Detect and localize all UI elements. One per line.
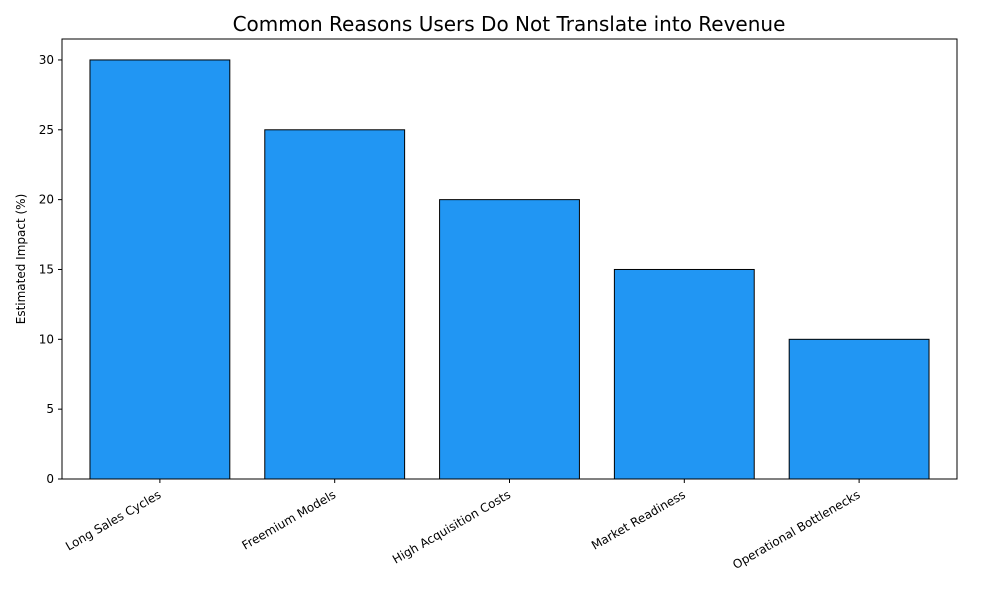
bar (788, 338, 930, 480)
x-tick-label: High Acquisition Costs (390, 487, 513, 566)
x-tick-label: Freemium Models (239, 487, 338, 552)
y-tick-label: 25 (39, 123, 54, 137)
x-tick-label: Long Sales Cycles (63, 487, 163, 553)
bar (89, 59, 231, 480)
y-tick-label: 0 (46, 472, 54, 486)
y-tick-label: 20 (39, 193, 54, 207)
x-tick-label: Market Readiness (589, 487, 688, 552)
y-axis-label: Estimated Impact (%) (14, 194, 28, 325)
plot-frame (61, 38, 958, 480)
y-tick-label: 30 (39, 53, 54, 67)
x-tick-label: Operational Bottlenecks (730, 487, 862, 571)
y-tick-label: 5 (46, 402, 54, 416)
y-tick-label: 10 (39, 332, 54, 346)
y-tick-label: 15 (39, 262, 54, 276)
bar (264, 129, 406, 480)
bar (613, 268, 755, 480)
bar (439, 199, 580, 480)
chart-title: Common Reasons Users Do Not Translate in… (233, 12, 786, 36)
